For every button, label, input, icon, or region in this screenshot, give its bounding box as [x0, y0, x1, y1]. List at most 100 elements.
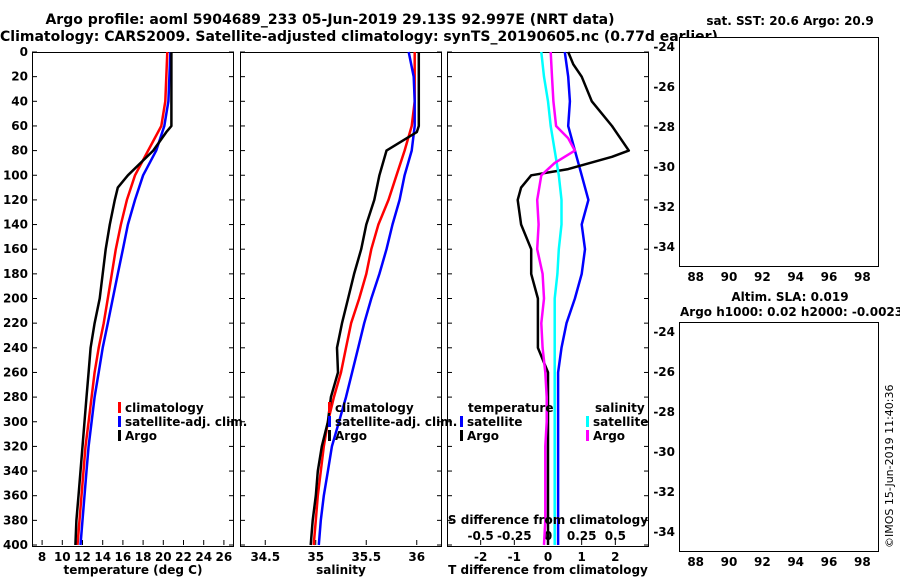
map-y-tick-label: -34: [653, 525, 675, 539]
depth-tick-label: 220: [3, 316, 28, 330]
x-tick-label: 26: [216, 550, 233, 564]
depth-tick-label: 160: [3, 242, 28, 256]
series-climatology: [76, 51, 169, 546]
depth-tick-label: 300: [3, 415, 28, 429]
depth-tick-label: 360: [3, 489, 28, 503]
diff-legend-s-argo: Argo: [586, 429, 625, 443]
depth-tick-label: 20: [11, 70, 28, 84]
depth-tick-label: 100: [3, 168, 28, 182]
x-tick-label: 16: [115, 550, 132, 564]
temperature-xlabel: temperature (deg C): [63, 563, 203, 577]
x-tick-label: 20: [155, 550, 172, 564]
diff-legend-t-argo: Argo: [460, 429, 499, 443]
depth-tick-label: 380: [3, 513, 28, 527]
depth-tick-label: 400: [3, 538, 28, 552]
sst-map-title: sat. SST: 20.6 Argo: 20.9: [706, 14, 874, 28]
difference-xlabel: T difference from climatology: [448, 563, 648, 577]
map-x-tick-label: 94: [787, 270, 804, 284]
map-x-tick-label: 98: [854, 270, 871, 284]
x-tick-label: 34.5: [250, 550, 280, 564]
sla-map-title: Altim. SLA: 0.019: [731, 290, 849, 304]
map-x-tick-label: 90: [721, 270, 738, 284]
depth-tick-label: 180: [3, 267, 28, 281]
map-y-tick-label: -24: [653, 40, 675, 54]
map-y-tick-label: -30: [653, 445, 675, 459]
diff-legend-salinity-title: salinity: [595, 401, 645, 415]
top-tick-label: -0.5: [468, 529, 494, 543]
x-tick-label: 35.5: [351, 550, 381, 564]
depth-tick-label: 340: [3, 464, 28, 478]
map-y-tick-label: -24: [653, 325, 675, 339]
depth-tick-label: 240: [3, 341, 28, 355]
x-tick-label: 24: [195, 550, 212, 564]
temp-legend-satellite: satellite-adj. clim.: [118, 415, 247, 429]
sal-legend-climatology: climatology: [328, 401, 414, 415]
diff-legend-t-satellite: satellite: [460, 415, 522, 429]
top-tick-label: 0.25: [567, 529, 597, 543]
depth-tick-label: 40: [11, 94, 28, 108]
series-argo: [309, 52, 421, 546]
depth-tick-label: 80: [11, 144, 28, 158]
depth-tick-label: 140: [3, 218, 28, 232]
sal-legend-satellite: satellite-adj. clim.: [328, 415, 457, 429]
series-t-satellite: [556, 51, 590, 545]
top-tick-label: 0.5: [605, 529, 626, 543]
credit-text: ©IMOS 15-Jun-2019 11:40:36: [883, 384, 896, 548]
series-argo: [74, 52, 173, 546]
map-x-tick-label: 88: [687, 270, 704, 284]
x-tick-label: 2: [611, 550, 619, 564]
x-tick-label: -2: [474, 550, 487, 564]
map-x-tick-label: 92: [754, 270, 771, 284]
x-tick-label: 12: [74, 550, 91, 564]
sal-legend-argo: Argo: [328, 429, 367, 443]
map-y-tick-label: -32: [653, 200, 675, 214]
depth-tick-label: 0: [20, 45, 28, 59]
x-tick-label: 1: [577, 550, 585, 564]
map-x-tick-label: 90: [721, 555, 738, 569]
sla-map: [679, 322, 879, 552]
series-t-argo: [516, 51, 631, 545]
map-x-tick-label: 96: [821, 555, 838, 569]
series-satellite-adj-clim-: [79, 51, 172, 546]
chart-title-line1: Argo profile: aoml 5904689_233 05-Jun-20…: [45, 12, 615, 28]
map-x-tick-label: 96: [821, 270, 838, 284]
x-tick-label: 10: [54, 550, 71, 564]
chart-title-line2: Climatology: CARS2009. Satellite-adjuste…: [0, 29, 718, 45]
map-y-tick-label: -28: [653, 120, 675, 134]
x-tick-label: 14: [94, 550, 111, 564]
depth-tick-label: 200: [3, 292, 28, 306]
x-tick-label: 22: [175, 550, 192, 564]
series-satellite-adj-clim-: [317, 51, 416, 546]
x-tick-label: 18: [135, 550, 152, 564]
temperature-panel: [32, 52, 234, 547]
depth-tick-label: 60: [11, 119, 28, 133]
series-s-satellite: [540, 51, 563, 545]
top-tick-label: -0.25: [497, 529, 532, 543]
x-tick-label: -1: [508, 550, 521, 564]
diff-legend-s-satellite: satellite: [586, 415, 648, 429]
map-y-tick-label: -30: [653, 160, 675, 174]
temp-legend-climatology: climatology: [118, 401, 204, 415]
map-x-tick-label: 92: [754, 555, 771, 569]
series-climatology: [312, 52, 416, 546]
sst-map: [679, 37, 879, 267]
depth-tick-label: 280: [3, 390, 28, 404]
map-y-tick-label: -28: [653, 405, 675, 419]
map-y-tick-label: -32: [653, 485, 675, 499]
x-tick-label: 36: [408, 550, 425, 564]
salinity-xlabel: salinity: [316, 563, 366, 577]
x-tick-label: 0: [544, 550, 552, 564]
map-x-tick-label: 94: [787, 555, 804, 569]
depth-tick-label: 260: [3, 365, 28, 379]
depth-tick-label: 120: [3, 193, 28, 207]
depth-tick-label: 320: [3, 439, 28, 453]
difference-top-xlabel: S difference from climatology: [447, 513, 649, 527]
map-y-tick-label: -34: [653, 240, 675, 254]
map-y-tick-label: -26: [653, 80, 675, 94]
diff-legend-temperature-title: temperature: [468, 401, 554, 415]
map-x-tick-label: 88: [687, 555, 704, 569]
map-y-tick-label: -26: [653, 365, 675, 379]
map-x-tick-label: 98: [854, 555, 871, 569]
sla-map-subtitle: Argo h1000: 0.02 h2000: -0.0023: [680, 305, 900, 319]
series-s-argo: [535, 51, 577, 546]
